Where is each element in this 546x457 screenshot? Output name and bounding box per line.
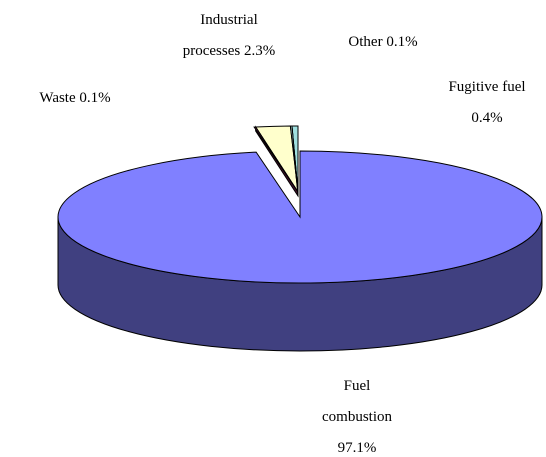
slice-label: Waste 0.1% [5,83,145,114]
slice-label: Other 0.1% [313,27,453,58]
slice-label: Industrial processes 2.3% [179,5,279,67]
category-name: Fuel combustion [322,378,392,425]
value-label: 0.1% [386,34,418,50]
category-name: Industrial processes [182,12,258,59]
slice-top [253,126,299,193]
slice-label: Fugitive fuel 0.4% [432,72,542,134]
slice-label: Fuel combustion 97.1% [307,371,407,457]
value-label: 0.4% [471,110,503,126]
category-name: Waste [39,90,76,106]
slice [57,150,543,352]
value-label: 97.1% [337,440,377,456]
category-name: Fugitive fuel [448,79,526,95]
value-label: 0.1% [79,90,111,106]
category-name: Other [348,34,383,50]
slice-top [57,150,543,284]
slice [289,125,299,197]
slice [253,125,299,198]
slice-top [289,125,299,193]
value-label: 2.3% [243,43,276,59]
